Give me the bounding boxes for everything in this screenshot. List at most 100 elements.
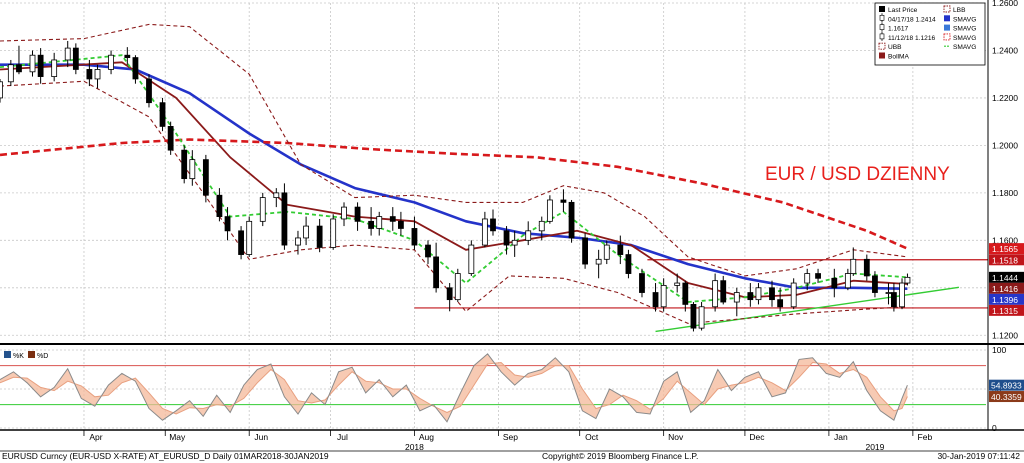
candle-body — [720, 280, 727, 303]
price-tag — [989, 282, 1024, 294]
candle-body — [872, 275, 878, 293]
candle-body — [64, 47, 71, 61]
candle-body — [582, 237, 588, 265]
trendline — [655, 286, 960, 333]
x-tick-label: Feb — [918, 432, 933, 442]
candle-body — [51, 59, 58, 77]
oscillator-legend-label: %K — [13, 353, 24, 360]
price-y-tick-label: 1.2600 — [992, 0, 1018, 8]
candle-body — [690, 304, 697, 329]
legend-label: 04/17/18 1.2414 — [888, 16, 936, 23]
candle-body — [167, 126, 174, 151]
oscillator-legend-swatch — [28, 351, 35, 358]
candle-body — [844, 273, 851, 289]
oscillator-tag — [989, 391, 1024, 403]
candle-body — [7, 64, 14, 83]
candle-body — [891, 292, 897, 308]
legend-box — [874, 2, 986, 66]
candle-body — [295, 237, 301, 246]
candle-body — [652, 292, 659, 308]
candle-body — [238, 230, 244, 255]
x-tick-label: Jan — [834, 432, 848, 442]
x-tick-label: Nov — [668, 432, 684, 442]
candle-body — [246, 220, 253, 255]
candle-body — [303, 225, 309, 239]
candle-body — [899, 282, 905, 308]
candle-body — [281, 192, 288, 246]
candle-body — [29, 54, 36, 73]
candle-body — [503, 230, 510, 246]
candle-body — [316, 225, 323, 248]
candle-body — [330, 218, 337, 248]
candle-body — [804, 273, 811, 284]
candle-body — [595, 258, 602, 265]
candle-body — [124, 54, 131, 58]
candle-body — [354, 206, 361, 222]
price-y-tick-label: 1.1800 — [992, 188, 1018, 198]
oscillator-y-tick-label: 100 — [992, 345, 1006, 355]
legend-label: 1.1617 — [888, 26, 909, 33]
price-y-tick-label: 1.2200 — [992, 93, 1018, 103]
legend-label: Last Price — [888, 7, 918, 14]
price-y-tick-label: 1.1600 — [992, 235, 1018, 245]
overlay-smavg — [0, 63, 908, 290]
candle-body — [86, 69, 93, 80]
legend-label: SMAVG — [953, 16, 976, 23]
oscillator-tag-label: 40.3359 — [991, 392, 1022, 402]
candle-body — [674, 282, 681, 286]
legend-label: UBB — [888, 44, 902, 51]
candle-body — [146, 78, 152, 104]
candle-body — [224, 216, 231, 232]
candle-body — [639, 273, 645, 293]
oscillator-line-d — [0, 361, 908, 415]
candle-body — [831, 277, 838, 289]
x-tick-label: Jun — [254, 432, 268, 442]
candle-body — [468, 244, 475, 274]
legend-candle-icon — [879, 33, 885, 40]
candle-body — [904, 276, 911, 284]
price-y-tick-label: 1.2400 — [992, 45, 1018, 55]
candle-body — [0, 81, 3, 99]
candle-body — [511, 239, 518, 246]
overlay-ubb — [0, 23, 908, 277]
candle-body — [560, 199, 567, 203]
candle-body — [181, 149, 188, 180]
candle-body — [72, 47, 79, 70]
price-y-tick-label: 1.2000 — [992, 140, 1018, 150]
candle-body — [446, 287, 453, 301]
legend: %K %D Last Price 04/17/18 1.2414 1.1617 11/12… — [4, 2, 986, 360]
candle-body — [189, 159, 196, 180]
candle-body — [603, 244, 610, 260]
candle-body — [850, 258, 857, 274]
oscillator-tag-label: 54.8933 — [991, 381, 1022, 391]
x-tick-label: Dec — [749, 432, 765, 442]
candle-body — [411, 228, 418, 246]
candle-body — [863, 258, 870, 277]
x-year-label: 2019 — [865, 442, 884, 452]
candle-body — [37, 54, 44, 77]
candlesticks — [0, 40, 911, 332]
oscillator-series — [0, 353, 908, 423]
candle-body — [454, 273, 461, 301]
legend-label: LBB — [953, 7, 966, 14]
candle-body — [202, 159, 209, 196]
candle-body — [546, 199, 553, 222]
x-tick-label: Jul — [337, 432, 348, 442]
candle-body — [481, 218, 488, 246]
price-tag-label: 1.1416 — [992, 284, 1018, 294]
x-tick-label: Oct — [585, 432, 599, 442]
candle-body — [617, 244, 624, 255]
candle-body — [159, 102, 166, 127]
candle-body — [733, 292, 740, 303]
candle-body — [368, 220, 375, 229]
candle-body — [682, 282, 689, 305]
price-tag-label: 1.1518 — [992, 255, 1018, 265]
x-year-label: 2018 — [405, 442, 424, 452]
legend-label: SMAVG — [953, 26, 976, 33]
price-tag — [989, 271, 1024, 283]
overlay-smavg — [0, 138, 908, 250]
candle-body — [94, 69, 101, 80]
axes: 1.2600 1.2400 1.2200 1.2000 1.1800 1.1600 1.14… — [0, 0, 1024, 452]
